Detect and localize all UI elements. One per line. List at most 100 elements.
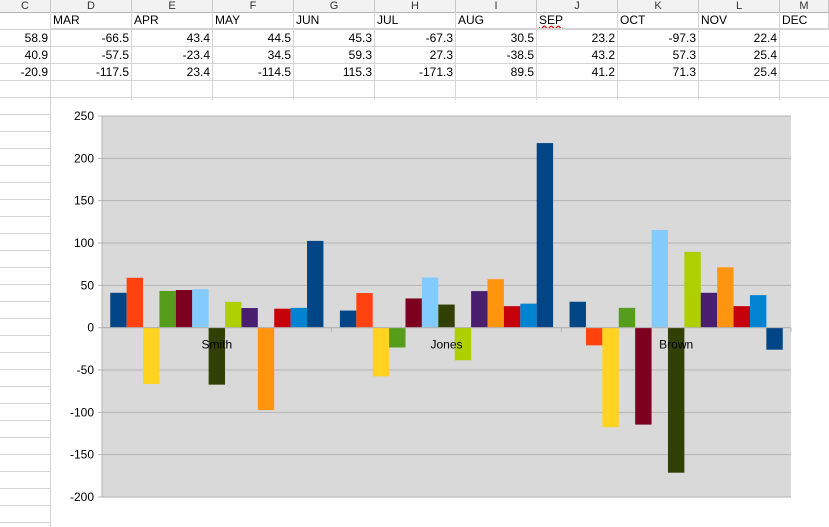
- row-gridline: [0, 165, 51, 166]
- row-gridline: [0, 284, 51, 285]
- bar: [421, 277, 439, 328]
- column-gridline: [50, 12, 51, 527]
- row-gridline: [0, 352, 51, 353]
- data-cell[interactable]: 23.4: [132, 64, 213, 81]
- column-header-e[interactable]: E: [132, 0, 213, 12]
- data-cell[interactable]: 43.2: [537, 47, 618, 64]
- y-tick-label: 200: [74, 151, 94, 165]
- bar-chart[interactable]: -200 -150 -100 -50 0 50 100 150 200 250 Smith Jones…: [51, 100, 829, 527]
- header-cell[interactable]: AUG: [456, 12, 537, 29]
- bar: [208, 327, 226, 385]
- column-header-h[interactable]: H: [375, 0, 456, 12]
- bar: [454, 327, 472, 361]
- column-header-k[interactable]: K: [618, 0, 699, 12]
- bar: [372, 327, 390, 377]
- data-cell[interactable]: -66.5: [51, 30, 132, 47]
- column-header-g[interactable]: G: [294, 0, 375, 12]
- row-gridline: [0, 420, 51, 421]
- y-tick-label: 150: [74, 194, 94, 208]
- data-cell[interactable]: 25.4: [699, 47, 780, 64]
- data-cell[interactable]: -20.9: [0, 64, 51, 81]
- category-label: Smith: [201, 338, 232, 352]
- data-cell[interactable]: 27.3: [375, 47, 456, 64]
- row-gridline: [0, 318, 51, 319]
- bar: [536, 143, 554, 328]
- data-cell[interactable]: 89.5: [456, 64, 537, 81]
- data-cell[interactable]: -171.3: [375, 64, 456, 81]
- column-header-l[interactable]: L: [699, 0, 780, 12]
- bar: [389, 327, 406, 348]
- category-label: Jones: [430, 338, 462, 352]
- data-cell[interactable]: -38.5: [456, 47, 537, 64]
- data-cell[interactable]: 41.2: [537, 64, 618, 81]
- header-cell[interactable]: MAY: [213, 12, 294, 29]
- row-gridline: [0, 216, 51, 217]
- header-cell[interactable]: APR: [132, 12, 213, 29]
- data-cell[interactable]: 58.9: [0, 30, 51, 47]
- header-cell-text: MAR: [53, 13, 80, 27]
- header-cell[interactable]: JUL: [375, 12, 456, 29]
- bar: [339, 310, 357, 328]
- header-cell[interactable]: JUN: [294, 12, 375, 29]
- y-tick-label: -50: [77, 363, 95, 377]
- column-header-c[interactable]: C: [0, 0, 51, 12]
- data-cell[interactable]: -23.4: [132, 47, 213, 64]
- row-gridline: [0, 97, 829, 98]
- data-cell[interactable]: 22.4: [699, 30, 780, 47]
- data-cell[interactable]: 59.3: [294, 47, 375, 64]
- row-gridline: [0, 505, 51, 506]
- bar: [438, 304, 455, 328]
- row-gridline: [0, 369, 51, 370]
- bar: [175, 289, 193, 328]
- data-cell[interactable]: 40.9: [0, 47, 51, 64]
- header-cell[interactable]: MAR: [51, 12, 132, 29]
- row-gridline: [0, 386, 51, 387]
- data-cell[interactable]: 30.5: [456, 30, 537, 47]
- data-cell[interactable]: 34.5: [213, 47, 294, 64]
- bar: [618, 307, 636, 328]
- column-header-j[interactable]: J: [537, 0, 618, 12]
- y-tick-label: 0: [87, 321, 94, 335]
- bar: [241, 308, 258, 328]
- data-cell[interactable]: 45.3: [294, 30, 375, 47]
- data-cell[interactable]: -117.5: [51, 64, 132, 81]
- y-tick-label: 250: [74, 109, 94, 123]
- data-cell[interactable]: -57.5: [51, 47, 132, 64]
- data-cell[interactable]: 57.3: [618, 47, 699, 64]
- column-header-f[interactable]: F: [213, 0, 294, 12]
- data-cell[interactable]: -114.5: [213, 64, 294, 81]
- bar: [290, 307, 308, 328]
- data-cell[interactable]: -67.3: [375, 30, 456, 47]
- column-header-d[interactable]: D: [51, 0, 132, 12]
- bar: [503, 306, 521, 328]
- bar: [667, 327, 685, 473]
- header-cell[interactable]: NOV: [699, 12, 780, 29]
- column-header-m[interactable]: M: [780, 0, 829, 12]
- row-gridline: [0, 148, 51, 149]
- header-cell[interactable]: DEC: [780, 12, 829, 29]
- bar: [585, 327, 603, 346]
- data-cell[interactable]: 23.2: [537, 30, 618, 47]
- bar: [356, 293, 373, 328]
- data-cell[interactable]: -97.3: [618, 30, 699, 47]
- bar: [405, 298, 422, 328]
- data-cell[interactable]: 115.3: [294, 64, 375, 81]
- data-cell[interactable]: 44.5: [213, 30, 294, 47]
- y-tick-label: -200: [70, 490, 94, 504]
- data-cell[interactable]: 71.3: [618, 64, 699, 81]
- bar: [602, 327, 619, 428]
- row-gridline: [0, 233, 51, 234]
- data-cell[interactable]: 43.4: [132, 30, 213, 47]
- bar: [225, 301, 242, 328]
- header-cell[interactable]: OCT: [618, 12, 699, 29]
- row-gridline: [0, 199, 51, 200]
- data-cell[interactable]: 25.4: [699, 64, 780, 81]
- column-header-i[interactable]: I: [456, 0, 537, 12]
- bar: [126, 277, 144, 328]
- bar: [651, 230, 668, 328]
- bar: [307, 240, 324, 328]
- header-cell-text: NOV: [701, 13, 728, 27]
- header-cell[interactable]: SEP: [537, 12, 618, 29]
- bar: [110, 292, 127, 328]
